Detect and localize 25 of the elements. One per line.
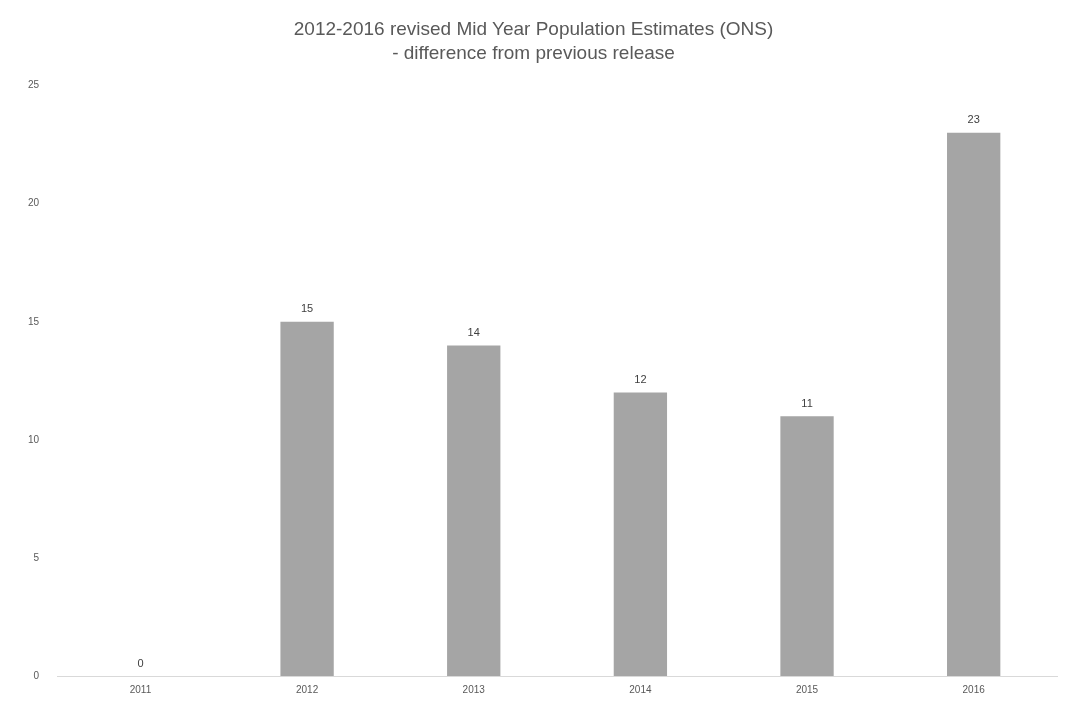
chart-subtitle: - difference from previous release	[392, 42, 675, 64]
x-tick-label: 2016	[962, 683, 986, 695]
y-tick-label: 10	[28, 433, 40, 445]
y-tick-label: 0	[33, 669, 40, 681]
chart-title: 2012-2016 revised Mid Year Population Estimates (ONS)	[293, 17, 774, 39]
data-label: 23	[967, 113, 980, 126]
x-tick-label: 2013	[462, 683, 486, 695]
y-tick-label: 25	[28, 79, 40, 91]
x-tick-label: 2014	[629, 683, 652, 695]
y-tick-label: 20	[28, 197, 40, 209]
bar	[613, 392, 668, 676]
y-tick-label: 5	[33, 551, 40, 563]
data-label: 11	[801, 396, 813, 409]
x-tick-label: 2011	[129, 683, 152, 695]
data-label: 14	[467, 325, 480, 338]
bar	[447, 345, 501, 676]
x-tick-label: 2015	[795, 683, 819, 695]
bar	[947, 132, 1001, 676]
bar	[780, 416, 834, 676]
data-label: 12	[634, 373, 647, 386]
bar	[280, 321, 334, 676]
x-tick-label: 2012	[295, 683, 319, 695]
data-label: 15	[300, 302, 314, 315]
y-tick-label: 15	[28, 315, 40, 327]
data-label: 0	[137, 656, 144, 669]
